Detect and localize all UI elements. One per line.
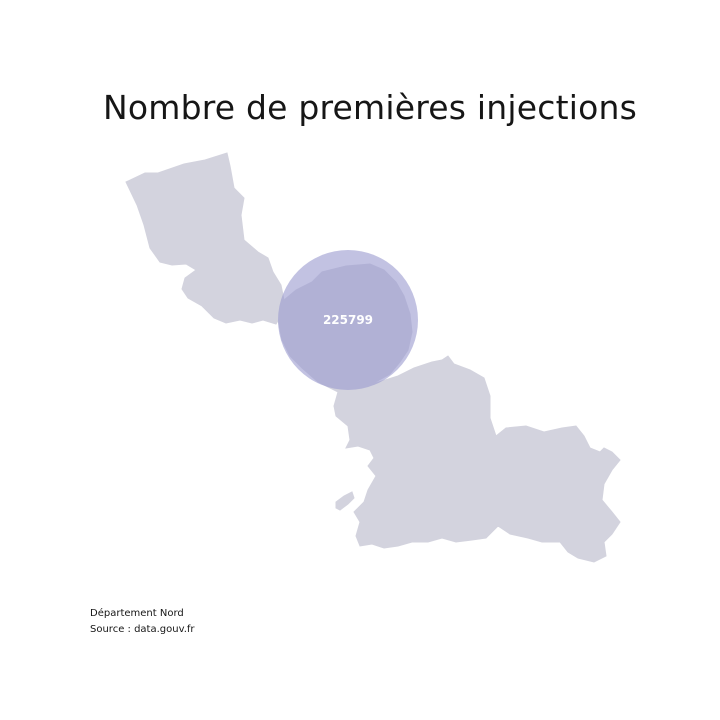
vaccination-count-label: 225799 [323, 313, 373, 327]
department-caption: Département Nord [90, 608, 184, 619]
source-caption: Source : data.gouv.fr [90, 624, 195, 635]
map-title: Nombre de premières injections [103, 88, 637, 127]
map-footer: Département Nord Source : data.gouv.fr [90, 606, 195, 638]
department-nord-south-area[interactable] [333, 355, 621, 563]
department-nord-exclave[interactable] [335, 491, 355, 511]
department-nord-west-area[interactable] [125, 152, 285, 325]
vaccination-count-bubble[interactable] [278, 250, 418, 390]
